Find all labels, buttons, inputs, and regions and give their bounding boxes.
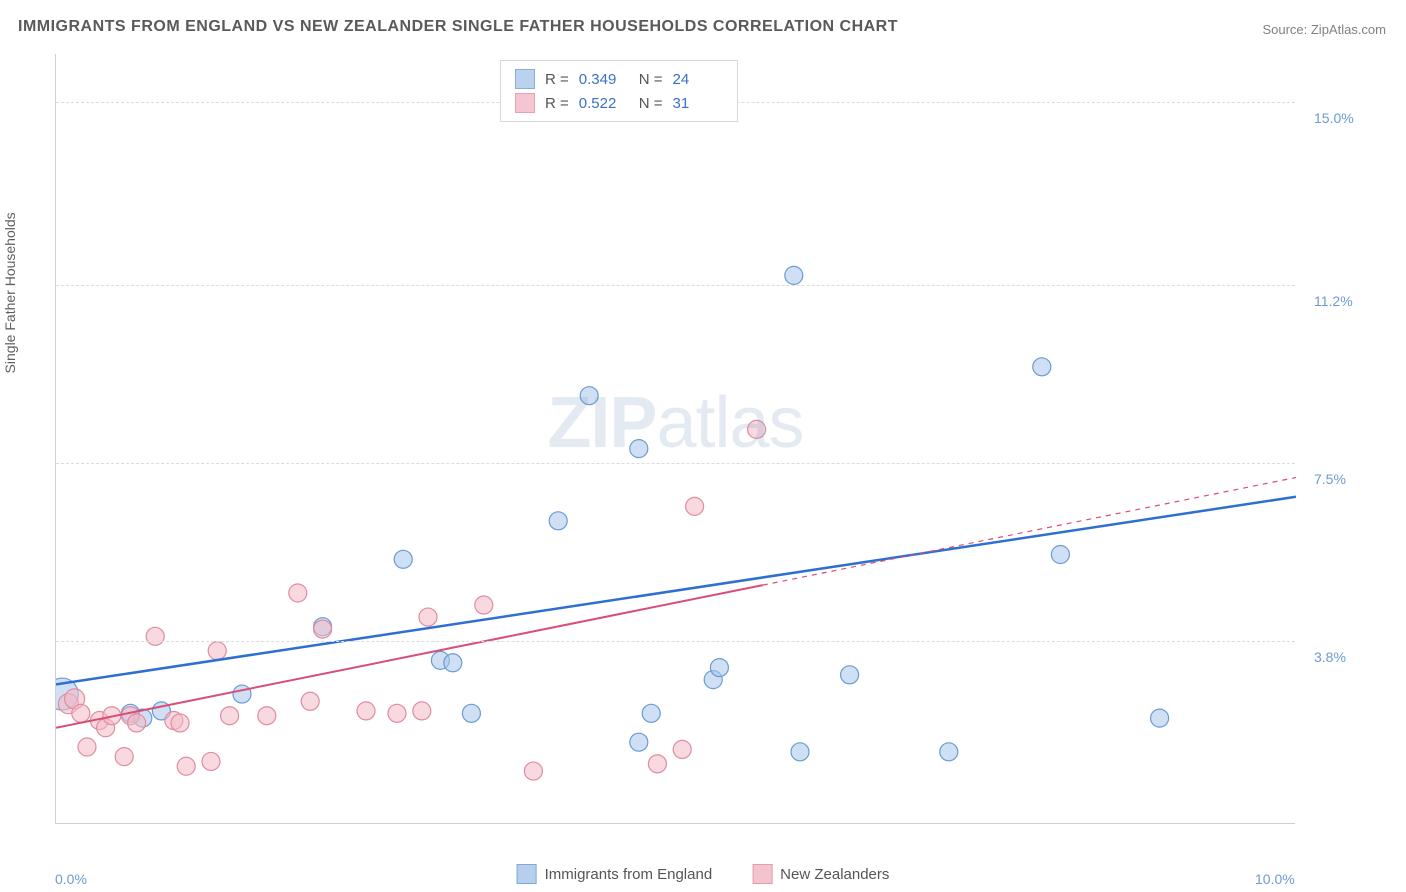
data-point xyxy=(524,762,542,780)
stat-n-value: 24 xyxy=(673,71,723,88)
data-point xyxy=(1151,709,1169,727)
data-point xyxy=(233,685,251,703)
stat-r-value: 0.349 xyxy=(579,71,629,88)
stats-row: R = 0.522 N = 31 xyxy=(515,91,723,115)
stat-r-value: 0.522 xyxy=(579,95,629,112)
data-point xyxy=(580,387,598,405)
data-point xyxy=(748,420,766,438)
data-point xyxy=(630,733,648,751)
data-point xyxy=(475,596,493,614)
gridline xyxy=(56,285,1295,286)
data-point xyxy=(444,654,462,672)
data-point xyxy=(710,659,728,677)
data-point xyxy=(388,704,406,722)
legend-label: Immigrants from England xyxy=(545,866,713,883)
data-point xyxy=(940,743,958,761)
data-point xyxy=(72,704,90,722)
legend-swatch xyxy=(517,864,537,884)
data-point xyxy=(78,738,96,756)
legend-item: Immigrants from England xyxy=(517,864,713,884)
data-point xyxy=(642,704,660,722)
data-point xyxy=(394,550,412,568)
stat-r-label: R = xyxy=(545,95,569,112)
gridline xyxy=(56,463,1295,464)
data-point xyxy=(462,704,480,722)
data-point xyxy=(686,497,704,515)
bottom-legend: Immigrants from England New Zealanders xyxy=(517,864,890,884)
data-point xyxy=(673,740,691,758)
data-point xyxy=(648,755,666,773)
data-point xyxy=(791,743,809,761)
data-point xyxy=(289,584,307,602)
gridline xyxy=(56,641,1295,642)
data-point xyxy=(208,642,226,660)
y-tick-label: 11.2% xyxy=(1314,293,1353,309)
y-tick-label: 7.5% xyxy=(1314,471,1346,487)
data-point xyxy=(413,702,431,720)
stat-n-label: N = xyxy=(639,95,663,112)
legend-item: New Zealanders xyxy=(752,864,889,884)
data-point xyxy=(314,620,332,638)
stat-r-label: R = xyxy=(545,71,569,88)
data-point xyxy=(1033,358,1051,376)
scatter-plot-svg xyxy=(56,54,1296,824)
data-point xyxy=(146,627,164,645)
data-point xyxy=(221,707,239,725)
data-point xyxy=(357,702,375,720)
data-point xyxy=(549,512,567,530)
legend-label: New Zealanders xyxy=(780,866,889,883)
chart-area: ZIPatlas 3.8%7.5%11.2%15.0% xyxy=(55,54,1295,824)
y-tick-label: 15.0% xyxy=(1314,110,1354,126)
source-label: Source: ZipAtlas.com xyxy=(1262,22,1386,37)
trend-line xyxy=(56,497,1296,685)
data-point xyxy=(841,666,859,684)
stat-n-label: N = xyxy=(639,71,663,88)
legend-swatch xyxy=(752,864,772,884)
stats-row: R = 0.349 N = 24 xyxy=(515,67,723,91)
data-point xyxy=(171,714,189,732)
legend-swatch xyxy=(515,69,535,89)
source-prefix: Source: xyxy=(1262,22,1310,37)
data-point xyxy=(202,752,220,770)
data-point xyxy=(1051,546,1069,564)
data-point xyxy=(785,266,803,284)
data-point xyxy=(177,757,195,775)
data-point xyxy=(258,707,276,725)
legend-swatch xyxy=(515,93,535,113)
y-axis-label: Single Father Households xyxy=(2,212,18,373)
x-tick-label: 10.0% xyxy=(1255,871,1295,887)
data-point xyxy=(630,440,648,458)
chart-title: IMMIGRANTS FROM ENGLAND VS NEW ZEALANDER… xyxy=(18,18,898,36)
data-point xyxy=(128,714,146,732)
data-point xyxy=(301,692,319,710)
trend-line-dashed xyxy=(763,478,1296,586)
data-point xyxy=(419,608,437,626)
stats-legend: R = 0.349 N = 24 R = 0.522 N = 31 xyxy=(500,60,738,122)
y-tick-label: 3.8% xyxy=(1314,649,1346,665)
x-tick-label: 0.0% xyxy=(55,871,87,887)
source-name: ZipAtlas.com xyxy=(1311,22,1386,37)
stat-n-value: 31 xyxy=(673,95,723,112)
data-point xyxy=(115,748,133,766)
